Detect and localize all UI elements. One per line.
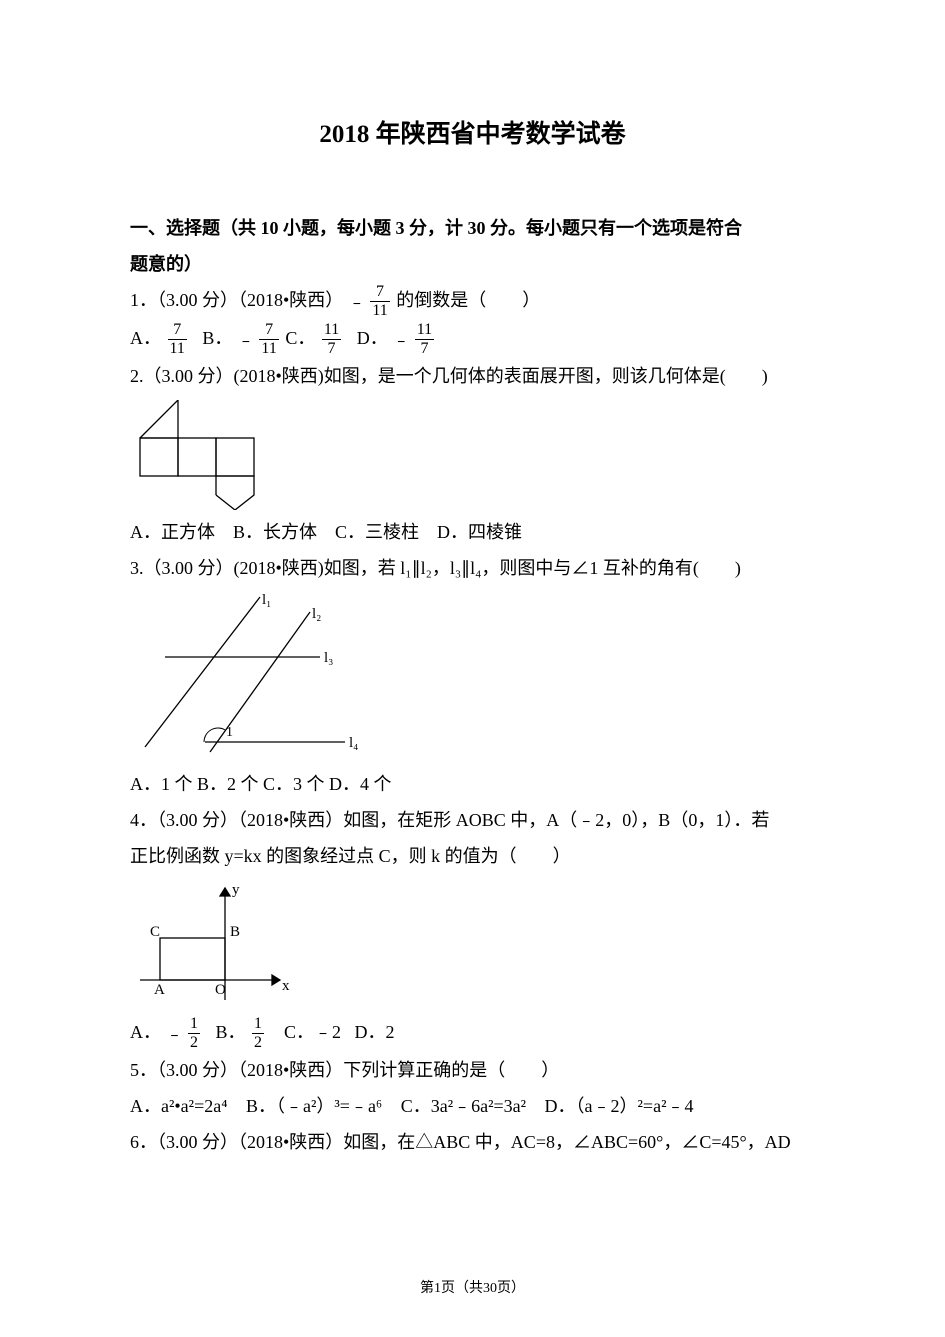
q1-stem: 1．（3.00 分）（2018•陕西） ﹣ 7 11 的倒数是（ ） <box>130 282 815 320</box>
q2-net-svg <box>130 400 265 510</box>
q6-stem: 6．（3.00 分）（2018•陕西）如图，在△ABC 中，AC=8，∠ABC=… <box>130 1124 815 1160</box>
q2-stem: 2.（3.00 分）(2018•陕西)如图，是一个几何体的表面展开图，则该几何体… <box>130 358 815 394</box>
q5-optC: C．3a²﹣6a²=3a² <box>401 1096 526 1116</box>
svg-text:C: C <box>150 924 160 940</box>
q4-stem-l1: 4．（3.00 分）（2018•陕西）如图，在矩形 AOBC 中，A（﹣2，0）… <box>130 802 815 838</box>
q1-neg: ﹣ <box>348 284 366 320</box>
page-title: 2018 年陕西省中考数学试卷 <box>130 110 815 160</box>
q5-stem: 5．（3.00 分）（2018•陕西）下列计算正确的是（ ） <box>130 1052 815 1088</box>
page-footer: 第1页（共30页） <box>0 1277 945 1297</box>
svg-text:A: A <box>154 982 165 998</box>
q1-prefix: 1．（3.00 分）（2018•陕西） <box>130 290 348 310</box>
svg-text:y: y <box>232 882 240 898</box>
q1-optD-frac: 117 <box>415 322 434 357</box>
q4-options: A． ﹣ 12 B． 12 C．﹣2 D．2 <box>130 1014 815 1052</box>
q2-options: A．正方体 B．长方体 C．三棱柱 D．四棱锥 <box>130 514 815 550</box>
q1-optC-label: C． <box>285 328 315 348</box>
q4-axes-svg: y x O A B C <box>130 880 305 1010</box>
q5-options: A．a²•a²=2a⁴ B．（﹣a²）³=﹣a⁶ C．3a²﹣6a²=3a² D… <box>130 1088 815 1124</box>
q1-options: A． 711 B． ﹣ 711 C． 117 D． ﹣ 117 <box>130 320 815 358</box>
exam-page: 2018 年陕西省中考数学试卷 一、选择题（共 10 小题，每小题 3 分，计 … <box>0 0 945 1220</box>
q4-optC: C．﹣2 <box>284 1022 341 1042</box>
q2-figure <box>130 400 815 510</box>
q1-optB-label: B． <box>202 328 232 348</box>
q3-stem: 3.（3.00 分）(2018•陕西)如图，若 l₁∥l₂，l₃∥l₄，则图中与… <box>130 550 815 586</box>
q1-optA-label: A． <box>130 328 161 348</box>
q3-options: A．1 个 B．2 个 C．3 个 D．4 个 <box>130 766 815 802</box>
q3-figure: l₁ l₂ l₃ l₄ 1 <box>130 592 815 762</box>
q1-optA-frac: 711 <box>168 322 187 357</box>
q4-figure: y x O A B C <box>130 880 815 1010</box>
q1-frac: 7 11 <box>370 284 389 319</box>
q5-optB: B．（﹣a²）³=﹣a⁶ <box>246 1096 382 1116</box>
q4-optD: D．2 <box>355 1022 395 1042</box>
svg-text:l₂: l₂ <box>312 606 321 622</box>
q1-optB-frac: 711 <box>259 322 278 357</box>
q5-optD: D．（a﹣2）²=a²﹣4 <box>545 1096 694 1116</box>
svg-text:l₃: l₃ <box>324 650 333 666</box>
svg-text:1: 1 <box>226 725 233 740</box>
q4-optA-frac: 12 <box>188 1016 200 1051</box>
svg-text:l₁: l₁ <box>262 592 271 608</box>
svg-text:O: O <box>215 982 226 998</box>
svg-text:B: B <box>230 924 240 940</box>
q3-lines-svg: l₁ l₂ l₃ l₄ 1 <box>130 592 380 762</box>
q1-suffix: 的倒数是（ ） <box>396 290 540 310</box>
section-head-line1: 一、选择题（共 10 小题，每小题 3 分，计 30 分。每小题只有一个选项是符… <box>130 210 815 246</box>
svg-text:l₄: l₄ <box>349 735 358 751</box>
q4-stem-l2: 正比例函数 y=kx 的图象经过点 C，则 k 的值为（ ） <box>130 838 815 874</box>
q4-optA-label: A． <box>130 1022 161 1042</box>
q5-optA: A．a²•a²=2a⁴ <box>130 1096 228 1116</box>
section-head-line2: 题意的） <box>130 246 815 282</box>
q4-optB-label: B． <box>216 1022 246 1042</box>
q4-optB-frac: 12 <box>252 1016 264 1051</box>
q1-optC-frac: 117 <box>322 322 341 357</box>
svg-text:x: x <box>282 978 290 994</box>
q1-optD-label: D． <box>357 328 388 348</box>
